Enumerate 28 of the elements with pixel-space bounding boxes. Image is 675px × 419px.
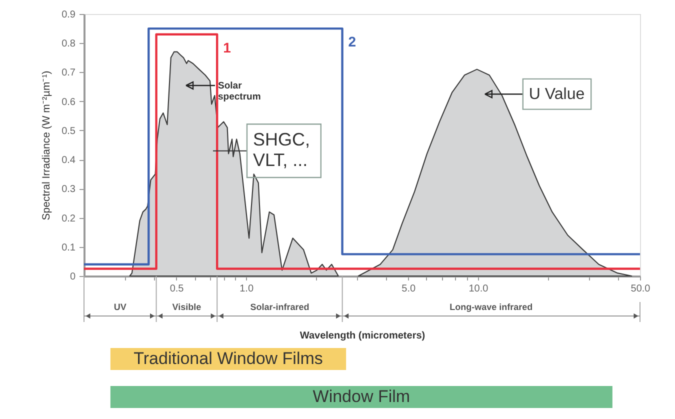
x-tick-label: 5.0 — [402, 284, 416, 294]
text: Window Film — [312, 387, 410, 406]
series-label: U Value — [528, 86, 585, 104]
x-tick-label: 0.5 — [170, 284, 184, 294]
y-tick-label: 0.3 — [62, 184, 76, 196]
series-label: 1 — [223, 39, 232, 56]
series-label: 2 — [348, 34, 356, 50]
x-tick-label: 50.0 — [630, 284, 651, 294]
text: Traditional Window Films — [134, 349, 323, 368]
x-tick-label: 1.0 — [240, 284, 254, 294]
text: UV — [114, 302, 126, 312]
y-tick-label: 0.9 — [62, 10, 76, 20]
y-tick-label: 0.2 — [62, 213, 76, 224]
text: Long-wave infrared — [450, 302, 533, 312]
x-tick-label: 10.0 — [468, 284, 489, 294]
series-label: Solar spectrum — [218, 80, 261, 102]
y-tick-label: 0.5 — [62, 126, 76, 137]
text: Visible — [172, 302, 202, 312]
y-tick-label: 0.7 — [62, 68, 76, 79]
text: Solar-infrared — [250, 302, 310, 312]
y-tick-label: 0.1 — [62, 242, 76, 254]
x-axis-title: Wavelength (micrometers) — [300, 330, 426, 342]
y-tick-label: 0.8 — [62, 38, 76, 50]
y-tick-label: 0.4 — [62, 155, 76, 166]
annotation: SHGC, VLT, ... — [252, 129, 310, 170]
y-tick-label: 0.6 — [62, 96, 76, 108]
y-tick-label: 0 — [70, 272, 76, 282]
y-axis-title: Spectral Irradiance (W m⁻²µm⁻¹) — [40, 70, 53, 220]
